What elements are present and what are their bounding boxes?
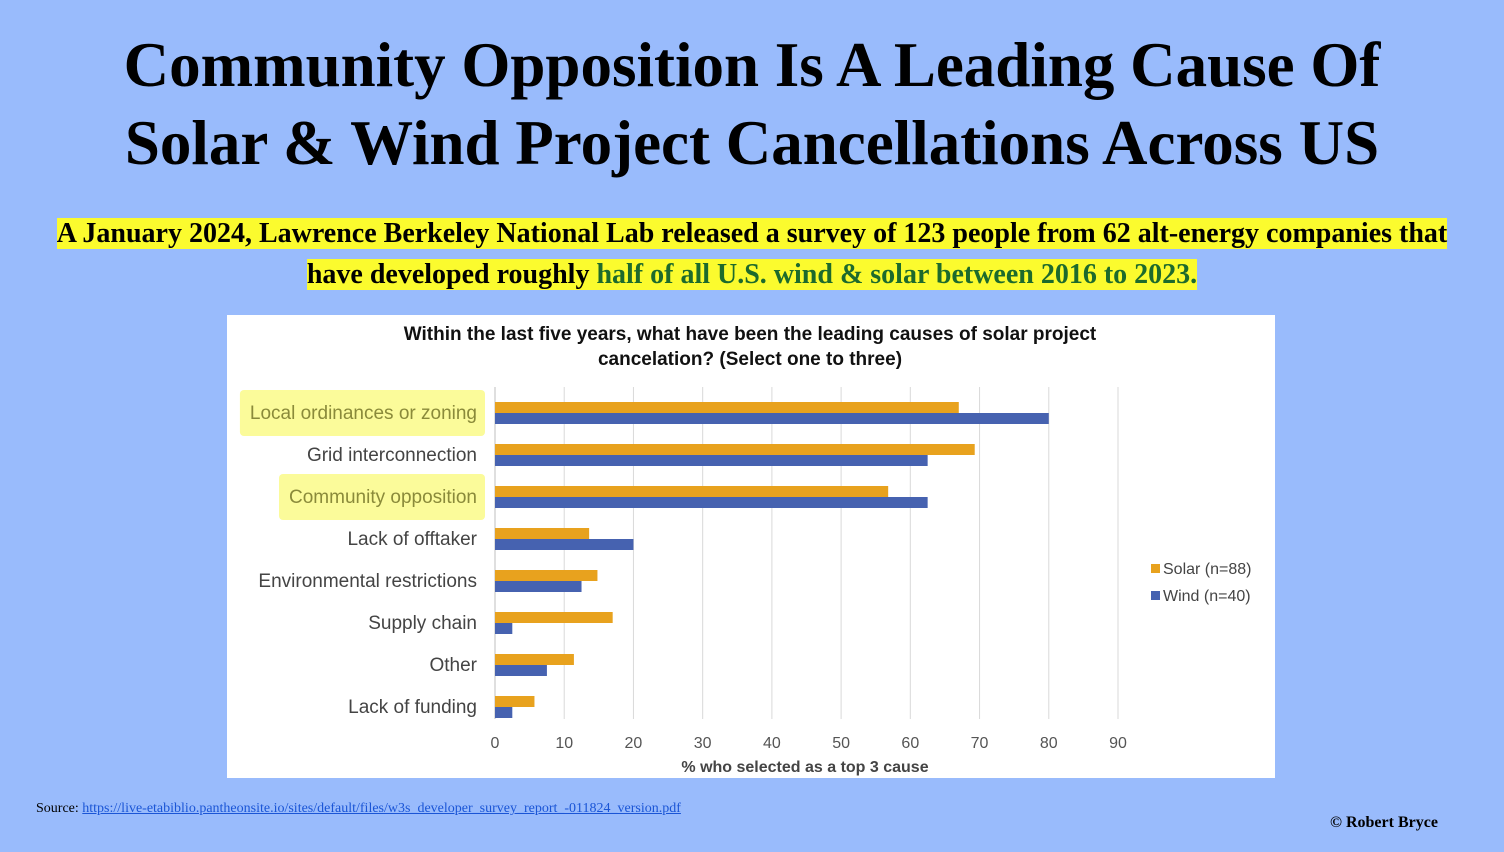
slide-subtitle: A January 2024, Lawrence Berkeley Nation…	[30, 213, 1474, 295]
source-label: Source	[36, 801, 75, 816]
solar-bar	[495, 444, 975, 455]
category-label: Supply chain	[368, 613, 477, 634]
wind-bar	[495, 413, 1049, 424]
category-label: Grid interconnection	[307, 445, 477, 466]
chart-title-line-2: cancelation? (Select one to three)	[598, 349, 902, 370]
solar-bar	[495, 696, 535, 707]
legend-label: Wind (n=40)	[1163, 588, 1251, 605]
title-line-1: Community Opposition Is A Leading Cause …	[123, 30, 1381, 100]
x-tick-label: 40	[763, 735, 781, 752]
title-line-2: Solar & Wind Project Cancellations Acros…	[124, 108, 1380, 178]
solar-bar	[495, 402, 959, 413]
solar-bar	[495, 612, 613, 623]
copyright-credit: © Robert Bryce	[1330, 814, 1438, 831]
chart-panel: Within the last five years, what have be…	[227, 315, 1275, 778]
x-tick-label: 50	[832, 735, 850, 752]
wind-bar	[495, 539, 634, 550]
source-citation: Source: https://live-etabiblio.pantheons…	[36, 801, 681, 816]
legend-label: Solar (n=88)	[1163, 561, 1252, 578]
category-label: Environmental restrictions	[258, 571, 477, 592]
wind-bar	[495, 455, 928, 466]
solar-bar	[495, 528, 590, 539]
wind-bar	[495, 707, 513, 718]
category-highlight	[279, 474, 485, 520]
legend-swatch	[1151, 564, 1160, 573]
wind-bar	[495, 665, 547, 676]
solar-bar	[495, 654, 574, 665]
x-tick-label: 10	[555, 735, 573, 752]
x-tick-label: 60	[901, 735, 919, 752]
category-label: Local ordinances or zoning	[250, 403, 477, 424]
x-tick-label: 90	[1109, 735, 1127, 752]
x-tick-label: 0	[491, 735, 500, 752]
wind-bar	[495, 497, 928, 508]
x-tick-label: 30	[694, 735, 712, 752]
x-tick-label: 70	[971, 735, 989, 752]
category-label: Lack of offtaker	[347, 529, 477, 550]
x-tick-label: 80	[1040, 735, 1058, 752]
x-axis-label: % who selected as a top 3 cause	[681, 759, 928, 776]
bar-chart: Within the last five years, what have be…	[239, 324, 1252, 776]
category-label: Lack of funding	[348, 697, 477, 718]
category-highlight	[239, 390, 485, 436]
x-tick-label: 20	[625, 735, 643, 752]
chart-title-line-1: Within the last five years, what have be…	[404, 324, 1097, 345]
slide-title: Community Opposition Is A Leading Cause …	[0, 26, 1504, 182]
solar-bar	[495, 570, 598, 581]
category-label: Other	[429, 655, 477, 676]
solar-bar	[495, 486, 889, 497]
category-label: Community opposition	[289, 487, 477, 508]
wind-bar	[495, 581, 582, 592]
legend-swatch	[1151, 591, 1160, 600]
wind-bar	[495, 623, 513, 634]
subtitle-highlight: A January 2024, Lawrence Berkeley Nation…	[56, 218, 1448, 290]
source-link[interactable]: https://live-etabiblio.pantheonsite.io/s…	[82, 801, 681, 816]
subtitle-text: A January 2024, Lawrence Berkeley Nation…	[56, 218, 1448, 290]
subtitle-green-text: half of all U.S. wind & solar between 20…	[596, 259, 1198, 290]
